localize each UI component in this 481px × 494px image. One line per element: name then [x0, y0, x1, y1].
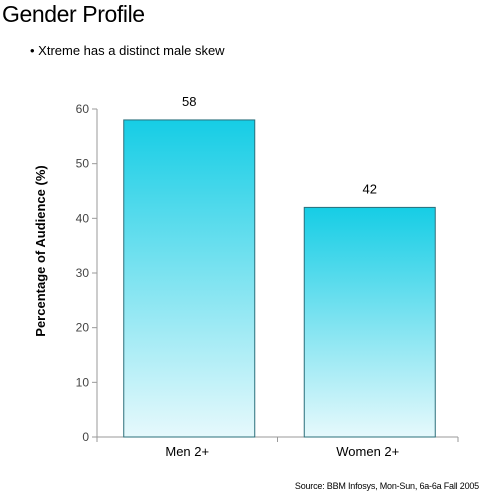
data-label: 42	[363, 181, 377, 196]
chart-title: Gender Profile	[2, 1, 145, 27]
axes: 0 10 20 30 40 50 60	[76, 102, 459, 444]
data-label: 58	[182, 94, 196, 109]
x-category-label: Men 2+	[165, 444, 209, 459]
y-tick-label: 20	[76, 321, 90, 335]
y-tick-label: 50	[76, 157, 90, 171]
bar-men-2	[123, 119, 256, 438]
x-category-label: Women 2+	[336, 444, 399, 459]
source-note: Source: BBM Infosys, Mon-Sun, 6a-6a Fall…	[294, 481, 479, 491]
bars	[123, 119, 436, 438]
y-tick-label: 0	[82, 430, 89, 444]
y-tick-label: 30	[76, 266, 90, 280]
y-tick-label: 60	[76, 102, 90, 116]
y-tick-label: 40	[76, 211, 90, 225]
labels: 58 Men 2+ 42 Women 2+	[165, 94, 399, 459]
y-axis-label: Percentage of Audience (%)	[33, 165, 48, 336]
y-tick-label: 10	[76, 375, 90, 389]
bar-women-2	[303, 206, 436, 438]
chart-subtitle: • Xtreme has a distinct male skew	[30, 43, 225, 58]
